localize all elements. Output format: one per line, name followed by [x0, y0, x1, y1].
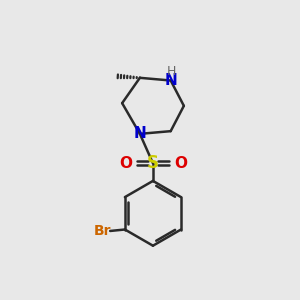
Text: O: O	[174, 156, 187, 171]
Text: N: N	[134, 126, 146, 141]
Text: O: O	[119, 156, 132, 171]
Text: N: N	[164, 73, 177, 88]
Text: Br: Br	[94, 224, 112, 238]
Text: H: H	[167, 64, 176, 78]
Text: S: S	[147, 154, 159, 172]
